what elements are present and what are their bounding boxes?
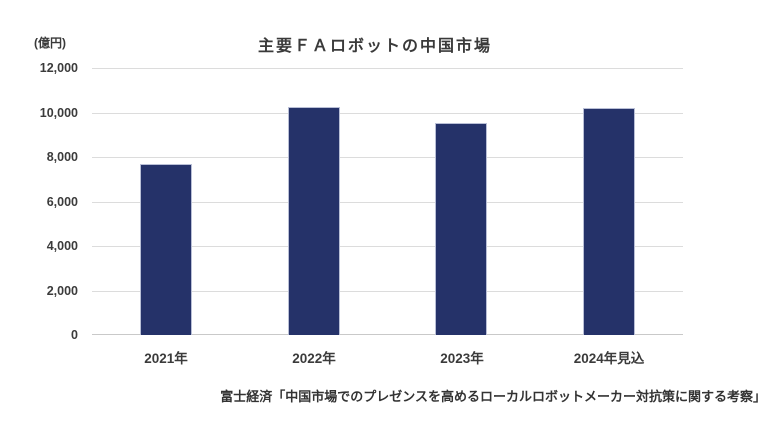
y-tick-label: 6,000 (46, 195, 78, 209)
y-tick-label: 8,000 (46, 150, 78, 164)
x-axis-label: 2022年 (292, 351, 336, 366)
plot-area (92, 68, 683, 335)
bar-2024年見込 (583, 108, 635, 335)
bar-2021年 (140, 164, 192, 335)
y-tick-label: 12,000 (39, 61, 78, 75)
chart-title: 主要ＦＡロボットの中国市場 (257, 38, 492, 55)
y-axis-unit-label: (億円) (34, 36, 66, 50)
x-axis-label: 2021年 (144, 351, 188, 366)
x-axis-label: 2023年 (440, 351, 484, 366)
gridline (92, 246, 683, 247)
gridline (92, 157, 683, 158)
gridline (92, 113, 683, 114)
gridline (92, 202, 683, 203)
bar-2022年 (288, 107, 340, 335)
y-tick-label: 10,000 (39, 106, 78, 120)
source-note: 富士経済「中国市場でのプレゼンスを高めるローカルロボットメーカー対抗策に関する考… (220, 389, 766, 404)
gridline (92, 68, 683, 69)
y-tick-label: 2,000 (46, 284, 78, 298)
y-axis-tick-labels: 12,000 10,000 8,000 6,000 4,000 2,000 0 (0, 61, 78, 342)
x-axis-line (92, 334, 683, 335)
y-tick-label: 4,000 (46, 239, 78, 253)
gridline (92, 291, 683, 292)
bar-2023年 (435, 123, 487, 335)
x-axis-labels: 2021年 2022年 2023年 2024年見込 (92, 347, 683, 367)
y-tick-label: 0 (71, 328, 78, 342)
x-axis-label: 2024年見込 (573, 351, 645, 366)
